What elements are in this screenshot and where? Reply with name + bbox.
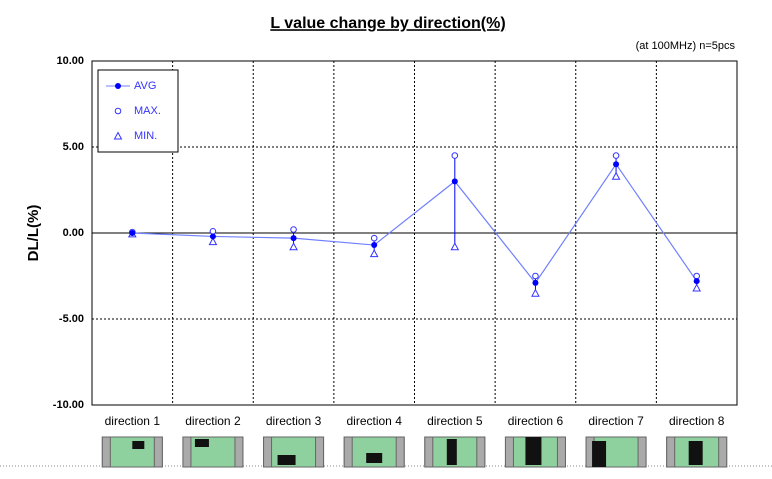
x-tick-label: direction 7 xyxy=(588,414,644,428)
max-point xyxy=(451,152,459,159)
chart-title: L value change by direction(%) xyxy=(270,15,505,32)
component-end xyxy=(395,436,405,468)
min-point xyxy=(531,288,540,297)
component-mark xyxy=(366,453,383,463)
component-mark xyxy=(132,441,145,449)
legend-label: MIN. xyxy=(134,130,157,142)
avg-point xyxy=(613,161,620,168)
legend-label: MAX. xyxy=(134,105,161,117)
component-end xyxy=(234,436,244,468)
component-end xyxy=(315,436,325,468)
component-end xyxy=(343,436,353,468)
max-point xyxy=(612,152,620,159)
avg-point xyxy=(371,242,378,249)
component-end xyxy=(718,436,728,468)
min-point xyxy=(369,249,379,258)
y-tick-label: 0.00 xyxy=(63,227,84,239)
x-tick-label: direction 5 xyxy=(427,414,483,428)
component-end xyxy=(101,436,111,468)
component-body xyxy=(182,436,244,468)
max-point xyxy=(532,272,539,280)
avg-point xyxy=(451,178,458,185)
min-point xyxy=(450,242,460,251)
avg-point xyxy=(290,235,297,242)
x-tick-label: direction 2 xyxy=(185,414,241,428)
avg-point xyxy=(115,83,121,89)
component-end xyxy=(476,436,486,468)
component-end xyxy=(424,436,434,468)
min-point xyxy=(289,242,298,251)
max-point xyxy=(290,226,297,233)
x-tick-label: direction 8 xyxy=(669,414,725,428)
max-point xyxy=(693,272,700,280)
y-tick-label: -10.00 xyxy=(53,399,84,411)
avg-point xyxy=(209,233,216,240)
min-point xyxy=(208,237,218,246)
min-point xyxy=(611,171,621,180)
component-mark xyxy=(525,437,542,465)
component-end xyxy=(504,436,514,468)
max-point xyxy=(114,107,122,115)
avg-line xyxy=(132,163,698,284)
avg-point xyxy=(129,230,136,236)
component-mark xyxy=(194,439,209,447)
legend-box xyxy=(97,69,179,153)
x-tick-label: direction 4 xyxy=(347,414,403,428)
component-mark xyxy=(592,441,607,467)
y-tick-label: 5.00 xyxy=(63,141,84,153)
component-end xyxy=(153,436,163,468)
avg-point xyxy=(693,278,700,285)
min-point xyxy=(692,283,702,292)
component-end xyxy=(637,436,647,468)
max-point xyxy=(370,234,378,242)
x-tick-label: direction 6 xyxy=(508,414,564,428)
component-mark xyxy=(446,439,457,465)
avg-point xyxy=(532,279,539,286)
component-end xyxy=(666,436,676,468)
component-mark xyxy=(688,441,703,465)
max-point xyxy=(209,227,217,235)
component-end xyxy=(182,436,192,468)
x-tick-label: direction 1 xyxy=(105,414,161,428)
component-end xyxy=(556,436,566,468)
x-tick-label: direction 3 xyxy=(266,414,322,428)
legend-label: AVG xyxy=(134,80,156,92)
y-axis-label: DL/L(%) xyxy=(25,205,42,262)
component-end xyxy=(263,436,273,468)
y-tick-label: -5.00 xyxy=(59,313,84,325)
chart-subtitle: (at 100MHz) n=5pcs xyxy=(636,40,736,52)
y-tick-label: 10.00 xyxy=(56,55,84,67)
component-mark xyxy=(277,455,296,465)
min-point xyxy=(113,131,123,140)
